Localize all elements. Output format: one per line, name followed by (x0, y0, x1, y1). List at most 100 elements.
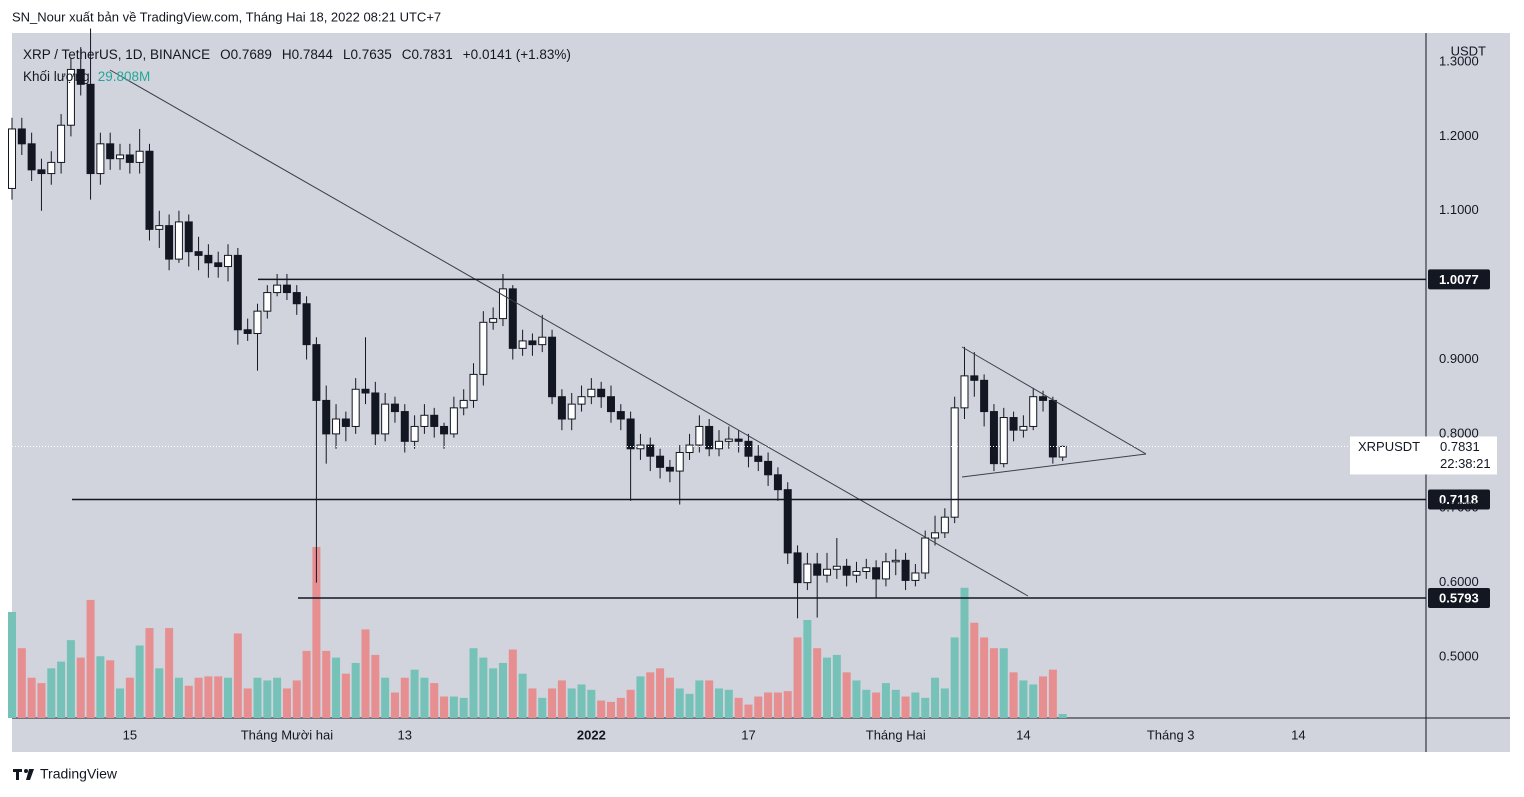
volume-bar (881, 683, 890, 718)
y-tick-label: 1.2000 (1439, 128, 1479, 143)
volume-bar (538, 697, 547, 718)
candle-body (361, 388, 370, 394)
volume-bar (282, 688, 291, 718)
volume-bar (17, 648, 26, 718)
candle-body (665, 466, 674, 472)
candle-body (970, 375, 979, 381)
candle-body (675, 451, 684, 472)
level-box (1428, 489, 1490, 510)
volume-bar (783, 691, 792, 718)
volume-bar (567, 688, 576, 718)
volume-bar (430, 683, 439, 718)
volume-bar (803, 620, 812, 718)
volume-bar (548, 688, 557, 718)
volume-bar (832, 654, 841, 718)
candle-body (557, 396, 566, 420)
volume-bar (489, 668, 498, 718)
level-box (1428, 588, 1490, 609)
level-label: 1.0077 (1439, 272, 1479, 287)
brand-logo (13, 769, 34, 780)
candle-body (931, 532, 940, 539)
volume-bar (184, 685, 193, 718)
candle-body (606, 396, 615, 413)
candle-body (705, 425, 714, 450)
volume-bar (1019, 680, 1028, 718)
candle-body (253, 310, 262, 334)
candle-body (498, 288, 507, 320)
y-tick-label: 1.1000 (1439, 202, 1479, 217)
volume-bar (37, 683, 46, 718)
candle-body (66, 68, 75, 126)
candle-body (371, 392, 380, 435)
ohlc-prefix: L (342, 47, 351, 62)
volume-bar (901, 696, 910, 718)
candle-body (351, 388, 360, 427)
candle-body (901, 559, 910, 581)
volume-bar (233, 633, 242, 718)
candle-body (263, 292, 272, 312)
candle-body (577, 396, 586, 405)
candle-body (322, 399, 331, 435)
candle-body (204, 254, 213, 264)
volume-bar (980, 637, 989, 718)
volume-bar (1048, 669, 1057, 718)
volume-bar (734, 697, 743, 718)
volume-bar (390, 692, 399, 718)
candle-body (57, 124, 66, 163)
volume-bar (361, 629, 370, 718)
candle-body (832, 565, 841, 570)
volume-bar (341, 673, 350, 718)
volume-bar (557, 680, 566, 718)
volume-bar (263, 680, 272, 718)
volume-bar (351, 662, 360, 718)
candle-body (8, 128, 16, 189)
candle-body (381, 403, 390, 435)
candle-body (292, 292, 301, 305)
volume-bar (705, 680, 714, 718)
volume-value: 29.808M (97, 69, 151, 84)
legend-row: XRP / TetherUS, 1D, BINANCE O0.7689 H0.784… (23, 44, 575, 66)
volume-bar (793, 637, 802, 718)
volume-bar (646, 672, 655, 718)
volume-bar (999, 648, 1008, 718)
volume-bar (1058, 713, 1067, 718)
candle-body (783, 489, 792, 554)
level-label: 0.5793 (1439, 590, 1479, 605)
volume-bar (518, 673, 527, 718)
candle-body (312, 344, 321, 401)
volume-bar (842, 672, 851, 718)
candle-body (145, 150, 154, 230)
volume-bar (381, 677, 390, 718)
volume-bar (773, 692, 782, 718)
volume-bar (911, 692, 920, 718)
y-tick-label: 0.6000 (1439, 574, 1479, 589)
candle-body (724, 438, 733, 442)
volume-bar (1039, 676, 1048, 718)
volume-bar (626, 689, 635, 718)
candle-body (440, 425, 449, 435)
ohlc-open: 0.7689 (230, 47, 272, 62)
legend-row: Khối lượng 29.808M (23, 66, 575, 88)
volume-bar (449, 696, 458, 718)
volume-bar (302, 650, 311, 718)
volume-bar (243, 688, 252, 718)
candle-body (489, 318, 498, 323)
volume-bar (1009, 672, 1018, 718)
volume-bar (214, 676, 223, 718)
ohlc-high: 0.7844 (291, 47, 333, 62)
candle-body (116, 154, 125, 160)
ohlc-prefix: C (401, 47, 412, 62)
volume-bar (656, 668, 665, 718)
candle-body (842, 565, 851, 576)
candle-body (243, 329, 252, 334)
candle-body (528, 340, 537, 346)
volume-bar (940, 688, 949, 718)
legend: XRP / TetherUS, 1D, BINANCE O0.7689 H0.784… (23, 44, 575, 88)
candle-body (449, 407, 458, 435)
candle-body (400, 411, 409, 442)
volume-bar (724, 689, 733, 718)
y-tick-label: 0.9000 (1439, 351, 1479, 366)
symbol-title: XRP / TetherUS, 1D, BINANCE (23, 47, 211, 62)
candle-body (233, 254, 242, 331)
candle-body (508, 288, 517, 349)
